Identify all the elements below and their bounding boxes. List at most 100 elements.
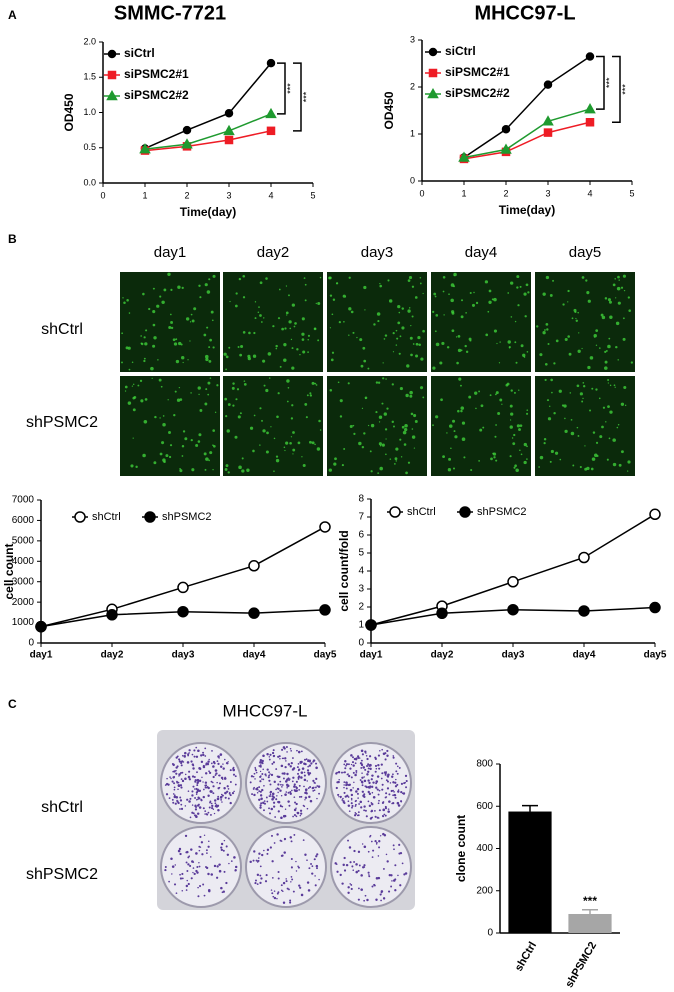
- cell: [478, 390, 481, 393]
- colony: [284, 808, 287, 811]
- colony: [252, 859, 255, 862]
- cell: [140, 342, 143, 345]
- colony: [216, 876, 219, 879]
- colony: [356, 787, 360, 791]
- cell: [315, 384, 318, 386]
- cell: [272, 325, 275, 328]
- colony: [229, 801, 232, 805]
- cell: [401, 307, 405, 310]
- colony: [311, 872, 314, 875]
- cell: [175, 359, 180, 364]
- colony: [294, 801, 297, 804]
- colony: [221, 794, 224, 797]
- colony: [173, 770, 176, 773]
- colony: [194, 780, 197, 783]
- cell: [232, 404, 235, 407]
- cell: [526, 445, 528, 448]
- cell: [168, 455, 172, 459]
- cell: [495, 459, 498, 462]
- cell: [173, 413, 176, 417]
- cell: [236, 388, 240, 391]
- cell: [394, 457, 398, 461]
- cell: [363, 359, 367, 363]
- colony: [337, 770, 341, 774]
- x-tick-label: 1: [461, 188, 466, 198]
- colony: [352, 787, 354, 789]
- cell: [525, 283, 529, 287]
- colony: [397, 790, 400, 793]
- cell: [364, 396, 368, 400]
- colony: [386, 780, 390, 783]
- colony: [379, 893, 382, 896]
- colony: [263, 809, 265, 812]
- colony: [315, 777, 318, 781]
- cell: [286, 379, 290, 383]
- cell: [273, 470, 275, 472]
- cell: [617, 423, 620, 426]
- cell: [291, 404, 294, 407]
- cell: [395, 460, 398, 462]
- cell: [181, 286, 184, 289]
- cell: [132, 396, 136, 400]
- marker: [266, 58, 276, 68]
- y-tick-label: 200: [476, 885, 493, 896]
- cell: [208, 346, 211, 348]
- well: [330, 826, 412, 908]
- colony: [209, 813, 212, 816]
- cell: [309, 394, 313, 397]
- cell: [304, 299, 307, 302]
- series-line: [144, 130, 272, 152]
- cell: [447, 468, 452, 472]
- y-tick-label: 1.5: [83, 72, 96, 82]
- marker: [224, 108, 234, 118]
- colony: [300, 795, 303, 798]
- colony: [394, 796, 397, 799]
- cell: [205, 388, 208, 391]
- colony: [291, 757, 294, 759]
- cell: [544, 329, 546, 331]
- cell: [630, 361, 634, 364]
- colony: [215, 772, 218, 775]
- cell: [224, 468, 228, 471]
- colony: [179, 877, 183, 880]
- colony: [366, 898, 369, 902]
- colony: [262, 778, 265, 781]
- colony: [300, 776, 303, 779]
- colony: [366, 764, 369, 768]
- colony: [179, 808, 181, 810]
- colony: [356, 792, 359, 795]
- colony: [193, 749, 196, 752]
- cell: [135, 465, 138, 469]
- colony: [266, 768, 269, 771]
- cell: [475, 301, 479, 305]
- cell: [614, 386, 616, 388]
- colony: [370, 778, 373, 781]
- cell: [160, 385, 163, 388]
- colony: [293, 833, 296, 836]
- cell: [291, 303, 295, 307]
- cell: [554, 451, 559, 455]
- colony: [403, 782, 406, 785]
- cell: [394, 463, 396, 465]
- colony: [343, 791, 346, 794]
- colony: [203, 894, 206, 897]
- colony: [287, 777, 290, 780]
- colony: [360, 749, 364, 753]
- cell: [382, 362, 384, 364]
- cell: [570, 418, 573, 421]
- colony: [197, 749, 200, 753]
- cell: [359, 338, 363, 342]
- cell: [575, 319, 578, 322]
- colony: [289, 901, 292, 904]
- cell: [128, 312, 131, 314]
- colony: [276, 795, 278, 797]
- colony: [176, 800, 179, 803]
- colony: [367, 790, 370, 794]
- cell: [259, 281, 263, 285]
- colony: [355, 863, 358, 866]
- colony: [365, 755, 368, 757]
- colony: [295, 780, 298, 783]
- y-tick-label: 3000: [12, 576, 35, 587]
- colony: [264, 880, 268, 883]
- cell: [208, 278, 211, 281]
